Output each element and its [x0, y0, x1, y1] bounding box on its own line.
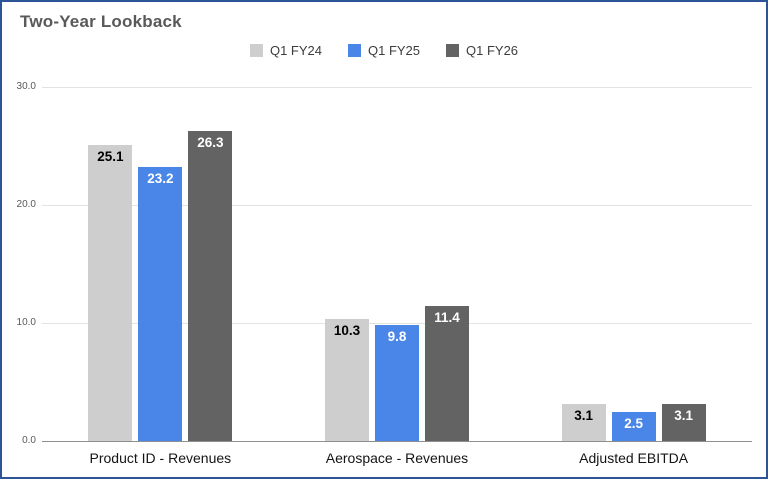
legend-label: Q1 FY25 — [367, 43, 421, 58]
y-axis: 0.0 10.0 20.0 30.0 — [10, 81, 42, 446]
bar-q1-fy26: 26.3 — [188, 130, 233, 441]
bar-value-label: 26.3 — [197, 134, 224, 150]
x-axis-line — [42, 440, 752, 442]
bar-q1-fy26: 11.4 — [424, 306, 469, 441]
bar-q1-fy24: 25.1 — [88, 144, 133, 441]
legend-label: Q1 FY26 — [466, 43, 519, 58]
bar-q1-fy25: 23.2 — [138, 167, 183, 441]
bar-value-label: 10.3 — [333, 323, 361, 339]
legend-item: Q1 FY26 — [446, 43, 518, 58]
plot-area: 25.1 23.2 26.3 Product ID - Revenues 10.3 9.8… — [42, 86, 752, 466]
bar-q1-fy24: 10.3 — [324, 319, 369, 441]
gridline — [42, 204, 752, 206]
bar-q1-fy25: 2.5 — [611, 411, 656, 441]
bar-group: 10.3 9.8 11.4 Aerospace - Revenues — [324, 87, 469, 466]
category-label: Adjusted EBITDA — [579, 450, 689, 466]
bar-value-label: 11.4 — [434, 310, 460, 326]
legend-swatch-icon — [249, 44, 263, 57]
bar-value-label: 25.1 — [97, 148, 124, 164]
legend: Q1 FY24 Q1 FY25 Q1 FY26 — [2, 43, 766, 58]
gridline — [42, 86, 752, 88]
y-tick-label: 20.0 — [16, 199, 36, 211]
bar-value-label: 23.2 — [147, 171, 174, 187]
y-tick-label: 10.0 — [16, 317, 36, 329]
legend-label: Q1 FY24 — [269, 43, 322, 58]
chart-area: 0.0 10.0 20.0 30.0 25.1 23.2 26.3 Product ID -… — [10, 81, 752, 466]
bar-value-label: 9.8 — [387, 329, 407, 345]
bar-q1-fy25: 9.8 — [374, 325, 419, 441]
bar-value-label: 3.1 — [674, 408, 694, 424]
y-tick-label: 0.0 — [22, 435, 36, 446]
gridline — [42, 322, 752, 324]
y-tick-label: 30.0 — [16, 81, 36, 92]
bar-value-label: 3.1 — [574, 408, 594, 424]
legend-swatch-icon — [347, 44, 361, 57]
chart-title: Two-Year Lookback — [20, 12, 182, 31]
bar-value-label: 2.5 — [624, 415, 644, 431]
bar-q1-fy24: 3.1 — [561, 404, 606, 441]
legend-item: Q1 FY25 — [347, 43, 421, 58]
category-label: Product ID - Revenues — [89, 450, 232, 466]
category-label: Aerospace - Revenues — [325, 450, 469, 466]
bar-group: 25.1 23.2 26.3 Product ID - Revenues — [88, 87, 233, 466]
bar-group: 3.1 2.5 3.1 Adjusted EBITDA — [561, 87, 706, 466]
legend-swatch-icon — [446, 44, 460, 57]
legend-item: Q1 FY24 — [249, 43, 322, 58]
bar-q1-fy26: 3.1 — [661, 404, 706, 441]
